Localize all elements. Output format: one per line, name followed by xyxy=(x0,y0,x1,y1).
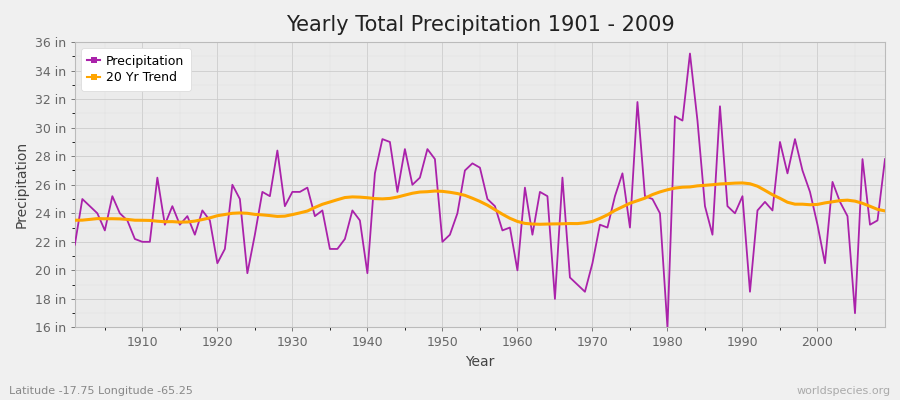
Text: Latitude -17.75 Longitude -65.25: Latitude -17.75 Longitude -65.25 xyxy=(9,386,193,396)
Legend: Precipitation, 20 Yr Trend: Precipitation, 20 Yr Trend xyxy=(81,48,191,91)
X-axis label: Year: Year xyxy=(465,355,495,369)
Title: Yearly Total Precipitation 1901 - 2009: Yearly Total Precipitation 1901 - 2009 xyxy=(285,15,674,35)
Text: worldspecies.org: worldspecies.org xyxy=(796,386,891,396)
Y-axis label: Precipitation: Precipitation xyxy=(15,141,29,228)
